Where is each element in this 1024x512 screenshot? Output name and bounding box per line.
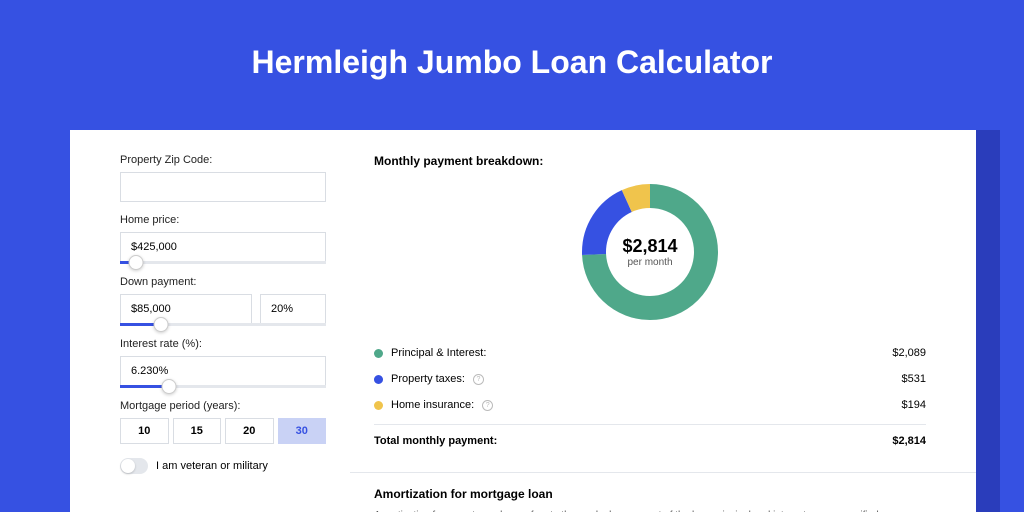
page-title: Hermleigh Jumbo Loan Calculator <box>0 0 1024 81</box>
payment-donut: $2,814 per month <box>580 182 720 322</box>
zip-input[interactable] <box>120 172 326 202</box>
period-option-30[interactable]: 30 <box>278 418 327 444</box>
total-value: $2,814 <box>892 435 926 447</box>
interest-slider-thumb[interactable] <box>162 379 177 394</box>
down-payment-amount-input[interactable] <box>120 294 252 324</box>
period-field: Mortgage period (years): 10152030 <box>120 400 326 444</box>
breakdown-row: Home insurance:? $194 <box>374 392 926 418</box>
breakdown-rows: Principal & Interest: $2,089 Property taxe… <box>374 340 926 418</box>
down-payment-field: Down payment: <box>120 276 326 326</box>
page-background: Hermleigh Jumbo Loan Calculator Property… <box>0 0 1024 512</box>
zip-label: Property Zip Code: <box>120 154 326 166</box>
down-payment-pct-input[interactable] <box>260 294 326 324</box>
interest-field: Interest rate (%): <box>120 338 326 388</box>
calculator-panel: Property Zip Code: Home price: Down paym… <box>70 130 976 512</box>
home-price-slider[interactable] <box>120 261 326 264</box>
breakdown-value: $194 <box>902 399 926 411</box>
home-price-field: Home price: <box>120 214 326 264</box>
breakdown-row: Principal & Interest: $2,089 <box>374 340 926 366</box>
home-price-label: Home price: <box>120 214 326 226</box>
breakdown-label: Property taxes: <box>391 373 465 385</box>
breakdown-column: Monthly payment breakdown: $2,814 per mo… <box>350 130 976 512</box>
veteran-row: I am veteran or military <box>120 458 326 474</box>
breakdown-value: $531 <box>902 373 926 385</box>
breakdown-row: Property taxes:? $531 <box>374 366 926 392</box>
interest-slider[interactable] <box>120 385 326 388</box>
breakdown-title: Monthly payment breakdown: <box>374 154 926 168</box>
down-payment-label: Down payment: <box>120 276 326 288</box>
donut-wrap: $2,814 per month <box>374 182 926 322</box>
donut-sub: per month <box>627 257 672 268</box>
interest-input[interactable] <box>120 356 326 386</box>
legend-dot-icon <box>374 349 383 358</box>
down-payment-slider-thumb[interactable] <box>154 317 169 332</box>
veteran-label: I am veteran or military <box>156 460 268 472</box>
period-option-15[interactable]: 15 <box>173 418 222 444</box>
total-label: Total monthly payment: <box>374 435 497 447</box>
divider <box>350 472 976 473</box>
breakdown-label: Home insurance: <box>391 399 474 411</box>
down-payment-slider[interactable] <box>120 323 326 326</box>
period-option-10[interactable]: 10 <box>120 418 169 444</box>
total-row: Total monthly payment: $2,814 <box>374 424 926 454</box>
donut-center: $2,814 per month <box>580 182 720 322</box>
period-options: 10152030 <box>120 418 326 444</box>
amortization-title: Amortization for mortgage loan <box>374 487 926 501</box>
home-price-input[interactable] <box>120 232 326 262</box>
info-icon[interactable]: ? <box>482 400 493 411</box>
veteran-toggle-knob <box>121 459 135 473</box>
period-label: Mortgage period (years): <box>120 400 326 412</box>
period-option-20[interactable]: 20 <box>225 418 274 444</box>
form-column: Property Zip Code: Home price: Down paym… <box>70 130 350 512</box>
breakdown-value: $2,089 <box>892 347 926 359</box>
legend-dot-icon <box>374 375 383 384</box>
interest-label: Interest rate (%): <box>120 338 326 350</box>
legend-dot-icon <box>374 401 383 410</box>
home-price-slider-thumb[interactable] <box>129 255 144 270</box>
breakdown-label: Principal & Interest: <box>391 347 486 359</box>
donut-amount: $2,814 <box>622 236 677 257</box>
veteran-toggle[interactable] <box>120 458 148 474</box>
zip-field: Property Zip Code: <box>120 154 326 202</box>
info-icon[interactable]: ? <box>473 374 484 385</box>
